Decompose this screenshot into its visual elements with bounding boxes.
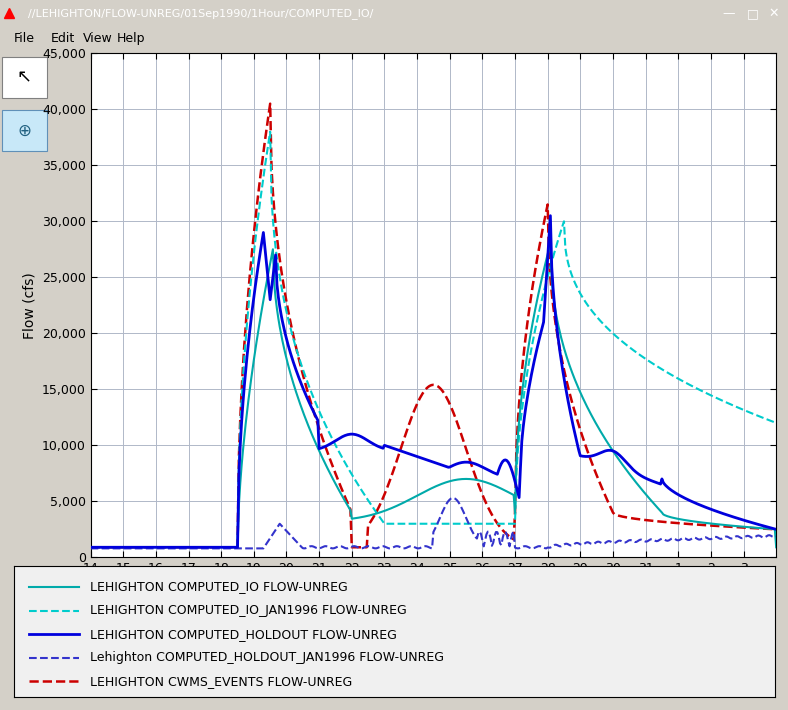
Text: —: — — [723, 7, 735, 20]
FancyBboxPatch shape — [2, 57, 47, 98]
Text: Help: Help — [117, 32, 145, 45]
Text: LEHIGHTON COMPUTED_HOLDOUT FLOW-UNREG: LEHIGHTON COMPUTED_HOLDOUT FLOW-UNREG — [90, 628, 397, 640]
Text: LEHIGHTON COMPUTED_IO_JAN1996 FLOW-UNREG: LEHIGHTON COMPUTED_IO_JAN1996 FLOW-UNREG — [90, 604, 407, 617]
Text: ↖: ↖ — [17, 68, 32, 87]
Text: Jan1996: Jan1996 — [127, 600, 178, 613]
Y-axis label: Flow (cfs): Flow (cfs) — [22, 272, 36, 339]
Text: □: □ — [747, 7, 758, 20]
FancyBboxPatch shape — [2, 110, 47, 151]
Text: View: View — [83, 32, 113, 45]
Text: File: File — [14, 32, 35, 45]
Text: //LEHIGHTON/FLOW-UNREG/01Sep1990/1Hour/COMPUTED_IO/: //LEHIGHTON/FLOW-UNREG/01Sep1990/1Hour/C… — [28, 8, 373, 19]
Text: ⊕: ⊕ — [17, 121, 31, 140]
Text: Lehighton COMPUTED_HOLDOUT_JAN1996 FLOW-UNREG: Lehighton COMPUTED_HOLDOUT_JAN1996 FLOW-… — [90, 651, 444, 665]
Text: Edit: Edit — [51, 32, 76, 45]
Text: ✕: ✕ — [768, 7, 779, 20]
Text: LEHIGHTON COMPUTED_IO FLOW-UNREG: LEHIGHTON COMPUTED_IO FLOW-UNREG — [90, 580, 348, 594]
Text: Feb1996: Feb1996 — [688, 600, 742, 613]
Text: LEHIGHTON CWMS_EVENTS FLOW-UNREG: LEHIGHTON CWMS_EVENTS FLOW-UNREG — [90, 675, 352, 688]
